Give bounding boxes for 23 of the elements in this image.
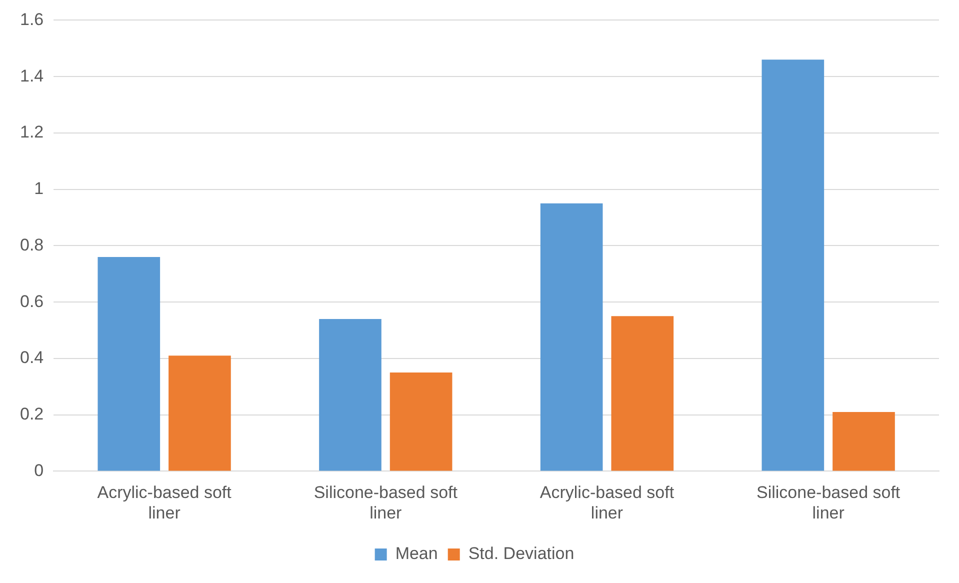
bar xyxy=(390,372,452,471)
bar xyxy=(98,256,160,471)
x-tick-label: Silicone-based soft liner xyxy=(756,483,900,522)
y-tick-label: 1.6 xyxy=(20,10,44,29)
y-tick-label: 1 xyxy=(34,179,44,198)
bar xyxy=(168,356,231,471)
x-tick-label: Acrylic-based soft liner xyxy=(97,483,232,522)
y-tick-label: 0.6 xyxy=(20,292,44,311)
bar xyxy=(832,412,895,471)
y-tick-label: 0.2 xyxy=(20,404,44,424)
y-tick-label: 1.4 xyxy=(20,66,44,86)
bar xyxy=(611,316,674,471)
x-tick-label: Silicone-based soft liner xyxy=(314,483,458,522)
legend-label: Std. Deviation xyxy=(468,544,574,564)
y-tick-label: 0.8 xyxy=(20,235,44,254)
legend-label: Mean xyxy=(395,544,438,564)
y-tick-label: 1.2 xyxy=(20,122,44,142)
bar xyxy=(762,60,824,471)
x-tick-label: Acrylic-based soft liner xyxy=(540,483,674,522)
y-tick-label: 0.4 xyxy=(20,348,44,368)
bar xyxy=(540,203,603,471)
bar xyxy=(319,318,382,471)
y-tick-label: 0 xyxy=(34,460,44,480)
